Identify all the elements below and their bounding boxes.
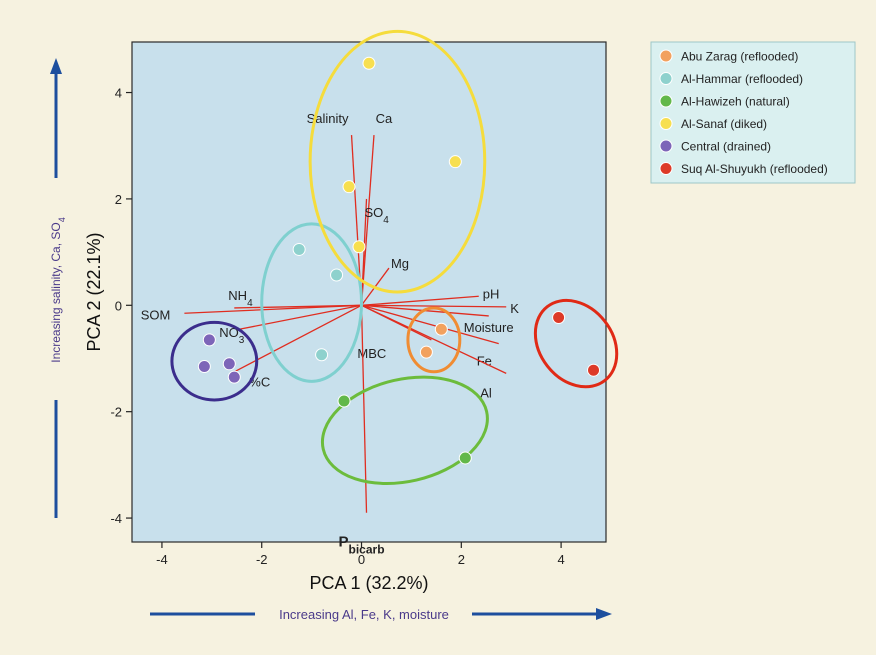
x-tick-label: 0: [358, 552, 365, 567]
loading-label-main: K: [510, 301, 519, 316]
x-tick-label: 2: [458, 552, 465, 567]
loading-vector: [234, 304, 362, 309]
loading-vector: [184, 304, 362, 314]
x-tick-label: -4: [156, 552, 168, 567]
loading-label-main: NO: [219, 325, 239, 340]
y-annotation-subscript: 4: [57, 217, 67, 222]
loading-label-main: Ca: [376, 111, 393, 126]
loading-label-main: pH: [483, 286, 500, 301]
group-ellipse: [260, 222, 364, 383]
loading-label: Moisture: [464, 320, 514, 335]
loading-vector: [360, 305, 368, 513]
loading-label-main: MBC: [357, 346, 386, 361]
legend-marker: [659, 162, 673, 175]
loading-label: Pbicarb: [339, 534, 385, 557]
x-tick-label: 4: [557, 552, 564, 567]
data-point: [419, 345, 433, 359]
plot-area: [131, 41, 607, 543]
loading-vector: [361, 304, 499, 345]
y-tick-label: -4: [110, 511, 122, 526]
loading-label-main: Moisture: [464, 320, 514, 335]
y-annotation-arrowhead: [50, 58, 62, 74]
legend-label: Al-Sanaf (diked): [681, 117, 767, 131]
data-point: [362, 56, 376, 70]
data-point: [222, 357, 236, 371]
loading-vector: [360, 135, 375, 306]
group-ellipse: [170, 320, 259, 402]
legend-marker: [659, 117, 673, 130]
loading-vector: [361, 295, 479, 306]
data-point: [227, 370, 241, 384]
data-point: [330, 268, 344, 282]
data-point: [448, 155, 462, 169]
loading-label-main: NH: [228, 288, 247, 303]
loading-label-subscript: 4: [247, 297, 253, 308]
data-point: [434, 322, 448, 336]
loading-label: %C: [249, 374, 270, 389]
y-tick-label: 4: [115, 86, 122, 101]
y-axis-title: PCA 2 (22.1%): [84, 232, 104, 351]
y-annotation-main: Increasing salinity, Ca, SO: [49, 222, 63, 363]
loading-label-main: Al: [480, 385, 492, 400]
x-tick-label: -2: [256, 552, 268, 567]
x-annotation-arrowhead: [596, 608, 612, 620]
group-ellipse: [320, 375, 489, 486]
loading-label-main: %C: [249, 374, 270, 389]
loading-label: SOM: [141, 307, 171, 322]
data-point: [352, 240, 366, 254]
data-point: [292, 242, 306, 256]
data-point: [458, 451, 472, 465]
group-ellipse: [406, 306, 462, 374]
data-point: [202, 333, 216, 347]
loading-label-subscript: bicarb: [349, 543, 385, 557]
loading-label-main: P: [339, 534, 349, 551]
loading-label: NO3: [219, 325, 245, 346]
legend-label: Al-Hammar (reflooded): [681, 72, 803, 86]
loading-vector: [360, 198, 368, 306]
loading-label: NH4: [228, 288, 253, 309]
loading-vector: [239, 304, 362, 330]
loading-label: SO4: [365, 205, 390, 226]
loading-label: K: [510, 301, 519, 316]
y-tick-label: 0: [115, 298, 122, 313]
data-point: [337, 394, 351, 408]
y-annotation-text: Increasing salinity, Ca, SO4: [49, 217, 67, 363]
loading-label-subscript: 4: [383, 214, 389, 225]
legend-label: Suq Al-Shuyukh (reflooded): [681, 162, 828, 176]
loading-label-main: Mg: [391, 256, 409, 271]
group-ellipse: [533, 298, 619, 389]
loading-vector: [361, 304, 507, 308]
data-point: [342, 180, 356, 194]
data-point: [552, 311, 566, 325]
legend-label: Abu Zarag (reflooded): [681, 50, 798, 64]
legend-box: [650, 41, 856, 184]
legend-label: Central (drained): [681, 140, 771, 154]
loading-label: Al: [480, 385, 492, 400]
legend-marker: [659, 72, 673, 85]
loading-label: pH: [483, 286, 500, 301]
y-tick-label: -2: [110, 405, 122, 420]
legend-marker: [659, 139, 673, 153]
loading-label: MBC: [357, 346, 386, 361]
legend-marker: [659, 49, 673, 63]
loading-vector: [361, 304, 432, 341]
x-axis-title: PCA 1 (32.2%): [309, 573, 428, 593]
loading-label: Mg: [391, 256, 409, 271]
data-point: [197, 359, 211, 373]
data-point: [315, 348, 329, 362]
loading-vector: [228, 304, 362, 376]
y-tick-label: 2: [115, 192, 122, 207]
legend-marker: [659, 94, 673, 108]
x-annotation-text: Increasing Al, Fe, K, moisture: [279, 607, 449, 622]
group-ellipse: [308, 29, 487, 294]
legend-label: Al-Hawizeh (natural): [681, 95, 790, 109]
loading-label: Ca: [376, 111, 393, 126]
loading-label-subscript: 3: [239, 335, 245, 346]
loading-label-main: SOM: [141, 307, 171, 322]
loading-label-main: SO: [365, 205, 384, 220]
data-point: [587, 363, 601, 377]
